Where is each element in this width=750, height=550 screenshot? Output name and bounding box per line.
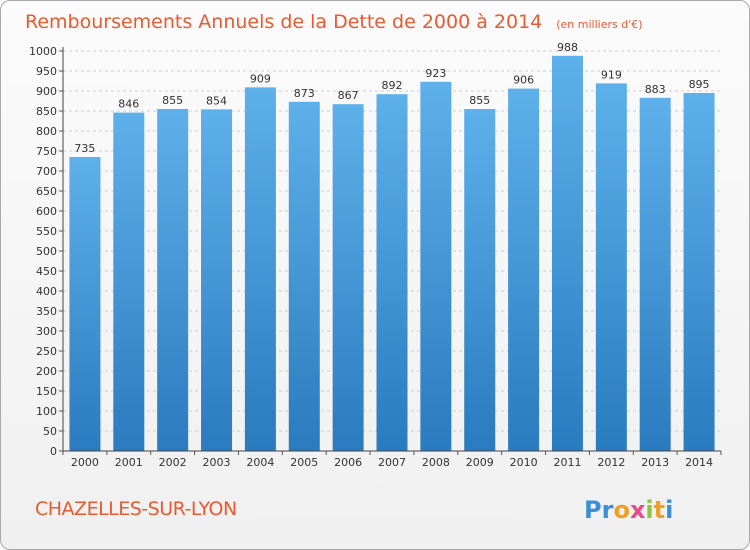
y-axis-ticks: 0 50 100 150 200 250 300 350 400 450 500 550 600 650 7… bbox=[29, 45, 63, 458]
y-tick-label: 800 bbox=[36, 125, 57, 138]
y-tick-label: 100 bbox=[36, 405, 57, 418]
x-tick-label: 2014 bbox=[685, 456, 713, 469]
y-tick-label: 850 bbox=[36, 105, 57, 118]
data-label: 895 bbox=[689, 78, 710, 91]
data-label: 873 bbox=[294, 87, 315, 100]
y-tick-label: 950 bbox=[36, 65, 57, 78]
bar bbox=[157, 109, 189, 451]
y-tick-label: 50 bbox=[43, 425, 57, 438]
data-label: 855 bbox=[162, 94, 183, 107]
logo-letter: i bbox=[665, 496, 673, 524]
x-tick-label: 2011 bbox=[553, 456, 581, 469]
x-tick-label: 2007 bbox=[378, 456, 406, 469]
y-tick-label: 650 bbox=[36, 185, 57, 198]
logo-letter: i bbox=[645, 496, 653, 524]
logo-letter: o bbox=[613, 496, 630, 524]
data-label: 906 bbox=[513, 74, 534, 87]
data-label: 883 bbox=[645, 83, 666, 96]
x-axis-ticks: 2000 2001 2002 2003 2004 2005 2006 2007 2008 2009… bbox=[62, 451, 722, 469]
data-label: 846 bbox=[118, 98, 139, 111]
axes bbox=[62, 47, 721, 452]
data-label: 855 bbox=[469, 94, 490, 107]
y-tick-label: 350 bbox=[36, 305, 57, 318]
city-label: CHAZELLES-SUR-LYON bbox=[35, 498, 237, 520]
y-tick-label: 200 bbox=[36, 365, 57, 378]
data-label: 923 bbox=[425, 67, 446, 80]
data-label: 909 bbox=[250, 72, 271, 85]
bar bbox=[113, 112, 145, 451]
logo-letter: x bbox=[630, 496, 646, 524]
x-tick-label: 2008 bbox=[422, 456, 450, 469]
y-tick-label: 750 bbox=[36, 145, 57, 158]
bar bbox=[244, 87, 276, 452]
bar bbox=[464, 109, 496, 451]
y-tick-label: 450 bbox=[36, 265, 57, 278]
x-tick-label: 2012 bbox=[597, 456, 625, 469]
chart-subtitle: (en milliers d'€) bbox=[556, 18, 642, 31]
data-label: 919 bbox=[601, 68, 622, 81]
x-tick-label: 2009 bbox=[466, 456, 494, 469]
x-tick-label: 2001 bbox=[115, 456, 143, 469]
bar bbox=[508, 88, 540, 451]
bars bbox=[69, 55, 715, 452]
x-tick-label: 2006 bbox=[334, 456, 362, 469]
bar bbox=[332, 104, 364, 451]
y-tick-label: 900 bbox=[36, 85, 57, 98]
bar bbox=[69, 157, 101, 451]
y-tick-label: 150 bbox=[36, 385, 57, 398]
data-label: 854 bbox=[206, 94, 227, 107]
bar bbox=[639, 97, 671, 452]
chart-title: Remboursements Annuels de la Dette de 20… bbox=[25, 11, 542, 33]
y-tick-label: 400 bbox=[36, 285, 57, 298]
x-tick-label: 2013 bbox=[641, 456, 669, 469]
logo-letter: t bbox=[654, 496, 665, 524]
y-tick-label: 600 bbox=[36, 205, 57, 218]
logo-letter: r bbox=[602, 496, 614, 524]
x-tick-label: 2004 bbox=[246, 456, 274, 469]
bar bbox=[551, 55, 583, 452]
bar bbox=[201, 109, 233, 452]
bar bbox=[288, 101, 320, 452]
bar bbox=[683, 93, 715, 451]
y-tick-label: 700 bbox=[36, 165, 57, 178]
data-label: 892 bbox=[382, 79, 403, 92]
data-labels: 735 846 855 854 909 873 867 892 923 855 906 988 919 8… bbox=[74, 41, 709, 155]
y-tick-label: 500 bbox=[36, 245, 57, 258]
y-tick-label: 1000 bbox=[29, 45, 57, 58]
x-tick-label: 2000 bbox=[71, 456, 99, 469]
x-tick-label: 2010 bbox=[510, 456, 538, 469]
logo-letter: P bbox=[584, 496, 602, 524]
y-tick-label: 250 bbox=[36, 345, 57, 358]
y-tick-label: 550 bbox=[36, 225, 57, 238]
x-tick-label: 2005 bbox=[290, 456, 318, 469]
y-tick-label: 300 bbox=[36, 325, 57, 338]
bar bbox=[376, 94, 408, 451]
data-label: 988 bbox=[557, 41, 578, 54]
data-label: 867 bbox=[338, 89, 359, 102]
y-tick-label: 0 bbox=[50, 445, 57, 458]
bar bbox=[595, 83, 627, 452]
bar bbox=[420, 81, 452, 452]
chart-title-group: Remboursements Annuels de la Dette de 20… bbox=[25, 11, 643, 33]
x-tick-label: 2003 bbox=[203, 456, 231, 469]
proxiti-logo: Proxiti bbox=[584, 496, 673, 524]
x-tick-label: 2002 bbox=[159, 456, 187, 469]
data-label: 735 bbox=[74, 142, 95, 155]
